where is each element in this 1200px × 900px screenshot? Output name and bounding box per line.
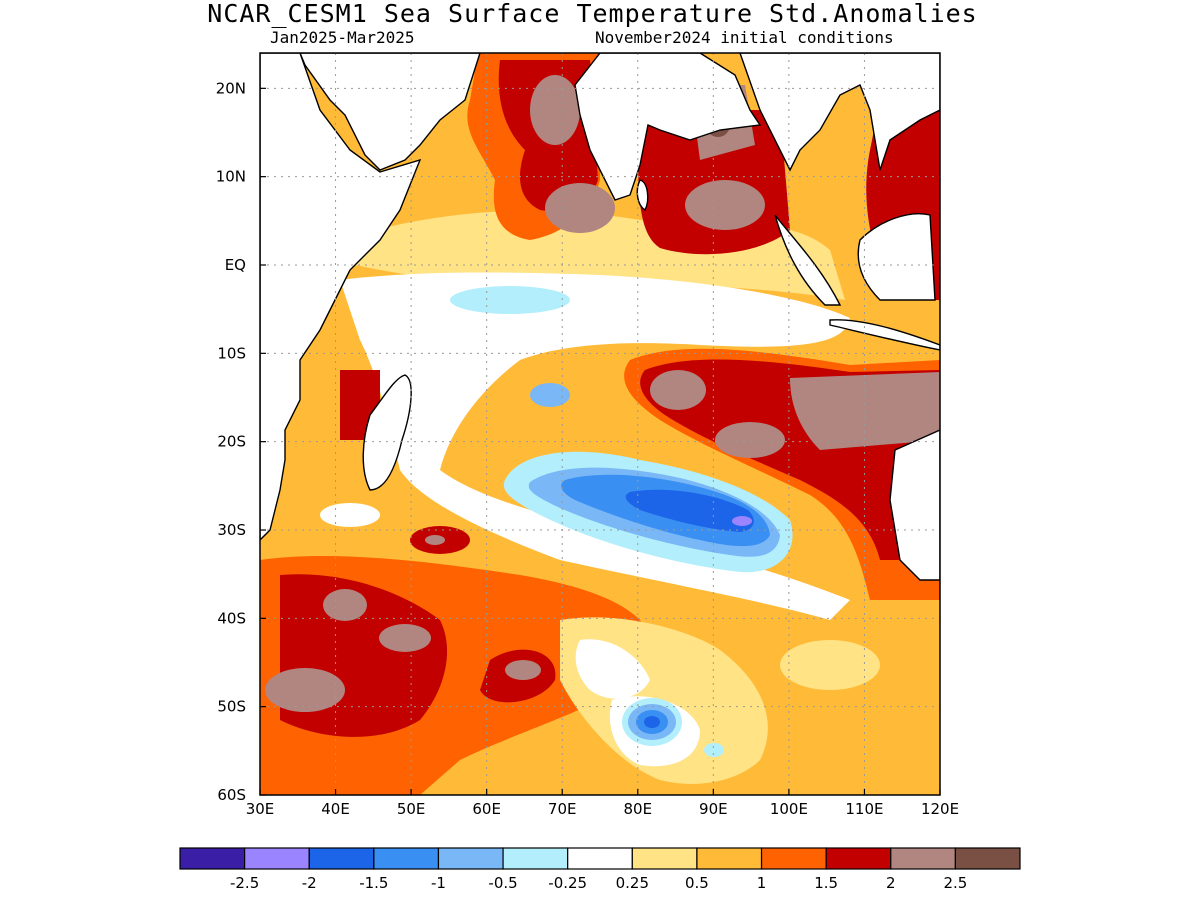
lon-tick-label: 50E bbox=[397, 800, 426, 818]
sumatra bbox=[774, 214, 842, 306]
lat-tick-label: 50S bbox=[217, 698, 246, 716]
lon-tick-label: 60E bbox=[472, 800, 501, 818]
southern-warm-2p5 bbox=[425, 535, 445, 545]
colorbar-label: -2.5 bbox=[230, 874, 259, 892]
southern-warm-2p5 bbox=[505, 660, 541, 680]
australia bbox=[889, 429, 940, 581]
nw-australia-warm-2p5 bbox=[715, 422, 785, 458]
colorbar-swatch bbox=[954, 847, 1021, 870]
anomaly-field bbox=[260, 53, 940, 795]
lon-tick-label: 80E bbox=[623, 800, 652, 818]
colorbar-swatch bbox=[502, 847, 569, 870]
lat-tick-label: 10N bbox=[216, 168, 246, 186]
southeast-asia bbox=[739, 53, 940, 172]
lat-tick-label: 60S bbox=[217, 786, 246, 804]
lat-tick-label: 20N bbox=[216, 79, 246, 97]
southern-cold-patch bbox=[704, 743, 724, 757]
southern-neutral-patch bbox=[575, 639, 650, 699]
madagascar bbox=[362, 374, 412, 491]
lat-tick-label: 20S bbox=[217, 433, 246, 451]
nw-australia-warm-2p5 bbox=[790, 372, 940, 450]
longitude-axis: 30E 40E 50E 60E 70E 80E 90E 100E 110E 120E bbox=[246, 789, 959, 818]
colorbar-label: -2 bbox=[302, 874, 317, 892]
arabian-sea-warm-2p5 bbox=[530, 75, 580, 145]
chart-title: NCAR_CESM1 Sea Surface Temperature Std.A… bbox=[207, 0, 978, 28]
sri-lanka bbox=[636, 179, 649, 212]
borneo bbox=[857, 213, 936, 301]
colorbar-label: -0.5 bbox=[488, 874, 517, 892]
lon-tick-label: 90E bbox=[699, 800, 728, 818]
map-frame bbox=[259, 52, 941, 796]
colorbar-swatch bbox=[244, 847, 310, 870]
lat-tick-label: 40S bbox=[217, 609, 246, 627]
lon-tick-label: 30E bbox=[246, 800, 275, 818]
latitude-axis: 20N 10N EQ 10S 20S 30S 40S 50S 60S bbox=[216, 79, 266, 804]
colorbar-label: -0.25 bbox=[548, 874, 587, 892]
cold-anomaly-2 bbox=[732, 516, 752, 526]
colorbar-labels: -2.5 -2 -1.5 -1 -0.5 -0.25 0.25 0.5 1 1.5 2 2.5 bbox=[230, 874, 967, 892]
colorbar-swatch bbox=[696, 847, 763, 870]
bay-of-bengal-warm-2p5 bbox=[685, 180, 765, 230]
colorbar-swatch bbox=[567, 847, 633, 870]
colorbar-swatch bbox=[179, 847, 246, 870]
cold-patch-west bbox=[530, 383, 570, 407]
lat-tick-label: 10S bbox=[217, 344, 246, 362]
java bbox=[829, 319, 940, 351]
lat-tick-label: 30S bbox=[217, 521, 246, 539]
africa bbox=[260, 53, 422, 541]
colorbar-label: 2.5 bbox=[943, 874, 967, 892]
southern-light-patch bbox=[780, 640, 880, 690]
nw-australia-warm-2p5 bbox=[650, 370, 706, 410]
forecast-period: Jan2025-Mar2025 bbox=[270, 28, 415, 47]
gridlines bbox=[260, 53, 940, 795]
colorbar-label: 0.5 bbox=[685, 874, 709, 892]
colorbar-swatch bbox=[760, 847, 827, 870]
arabian-sea-warm-2p5 bbox=[545, 183, 615, 233]
arabian-peninsula bbox=[260, 53, 481, 171]
colorbar-label: -1.5 bbox=[359, 874, 388, 892]
lon-tick-label: 120E bbox=[921, 800, 959, 818]
near-neutral-band bbox=[340, 272, 850, 620]
colorbar-swatch bbox=[373, 847, 440, 870]
colorbar-label: 1 bbox=[757, 874, 767, 892]
lat-tick-label: EQ bbox=[225, 256, 246, 274]
lon-tick-label: 70E bbox=[548, 800, 577, 818]
lon-tick-label: 100E bbox=[770, 800, 808, 818]
lon-tick-label: 40E bbox=[321, 800, 350, 818]
colorbar-label: -1 bbox=[431, 874, 446, 892]
south-neutral-patch bbox=[320, 503, 380, 527]
southern-warm-2p5 bbox=[265, 668, 345, 712]
colorbar bbox=[179, 847, 1021, 870]
equatorial-cool-patch bbox=[450, 286, 570, 314]
colorbar-swatch bbox=[825, 847, 892, 870]
colorbar-swatch bbox=[308, 847, 375, 870]
initial-conditions-label: November2024 initial conditions bbox=[595, 28, 894, 47]
southern-warm-2p5 bbox=[379, 624, 431, 652]
southern-warm-2p5 bbox=[323, 589, 367, 621]
colorbar-label: 1.5 bbox=[814, 874, 838, 892]
colorbar-label: 0.25 bbox=[616, 874, 649, 892]
colorbar-swatch bbox=[890, 847, 956, 870]
lon-tick-label: 110E bbox=[845, 800, 883, 818]
colorbar-swatch bbox=[437, 847, 504, 870]
colorbar-swatch bbox=[631, 847, 698, 870]
cold-anomaly-1p5 bbox=[625, 489, 754, 532]
southern-cold-1p5 bbox=[644, 716, 660, 728]
colorbar-label: 2 bbox=[886, 874, 896, 892]
coastlines bbox=[260, 53, 940, 581]
